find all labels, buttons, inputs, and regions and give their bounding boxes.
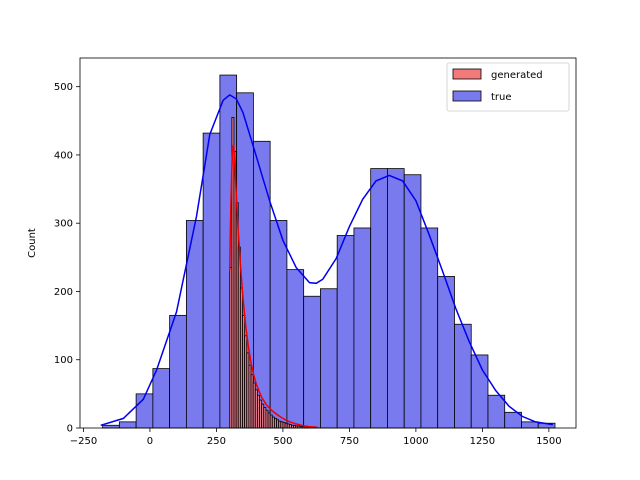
plot-frame bbox=[79, 57, 577, 429]
true-histogram-bar bbox=[521, 421, 539, 429]
x-tick-label: 500 bbox=[273, 436, 292, 447]
true-histogram-bar bbox=[336, 235, 355, 429]
x-tick-label: −250 bbox=[70, 436, 97, 447]
y-tick-label: 0 bbox=[67, 424, 73, 435]
x-tick-label: 1250 bbox=[470, 436, 495, 447]
y-tick-label: 500 bbox=[54, 82, 73, 93]
y-tick-label: 100 bbox=[54, 355, 73, 366]
true-histogram-bar bbox=[387, 168, 405, 429]
true-histogram-bar bbox=[403, 174, 422, 429]
true-histogram-bar bbox=[487, 394, 506, 429]
true-histogram-bar bbox=[152, 368, 171, 429]
true-histogram-bar bbox=[118, 421, 137, 429]
true-histogram-bar bbox=[470, 354, 489, 429]
true-kde-curve bbox=[100, 93, 554, 427]
y-tick-label: 400 bbox=[54, 150, 73, 161]
y-tick-label: 200 bbox=[54, 287, 73, 298]
true-histogram-bar bbox=[269, 220, 288, 429]
true-histogram-bar bbox=[303, 295, 321, 429]
true-histogram-bar bbox=[420, 227, 439, 429]
generated-kde-curve bbox=[228, 144, 318, 429]
y-tick-label: 300 bbox=[54, 219, 73, 230]
x-axis-ticks: −250 0 250 500 750 1000 1250 1500 bbox=[70, 428, 562, 447]
true-histogram-bar bbox=[353, 227, 372, 429]
y-axis-ticks: 0 100 200 300 400 500 bbox=[54, 82, 80, 435]
x-tick-label: 0 bbox=[147, 436, 153, 447]
legend: generated true bbox=[446, 62, 570, 112]
true-histogram-bar bbox=[135, 393, 154, 429]
legend-swatch-true bbox=[452, 90, 482, 102]
true-histogram-bar bbox=[320, 288, 338, 429]
legend-label-true: true bbox=[491, 92, 512, 103]
legend-swatch-generated bbox=[452, 68, 482, 80]
x-tick-label: 250 bbox=[207, 436, 226, 447]
x-tick-label: 1000 bbox=[403, 436, 428, 447]
x-tick-label: 750 bbox=[340, 436, 359, 447]
y-axis-label: Count bbox=[27, 228, 38, 258]
true-histogram-bar bbox=[202, 132, 221, 429]
legend-label-generated: generated bbox=[491, 70, 543, 81]
true-histogram-bar bbox=[169, 314, 187, 429]
true-histogram-bar bbox=[286, 269, 305, 429]
true-histogram-bar bbox=[102, 424, 120, 429]
true-histogram-bar bbox=[370, 168, 388, 429]
x-tick-label: 1500 bbox=[536, 436, 561, 447]
